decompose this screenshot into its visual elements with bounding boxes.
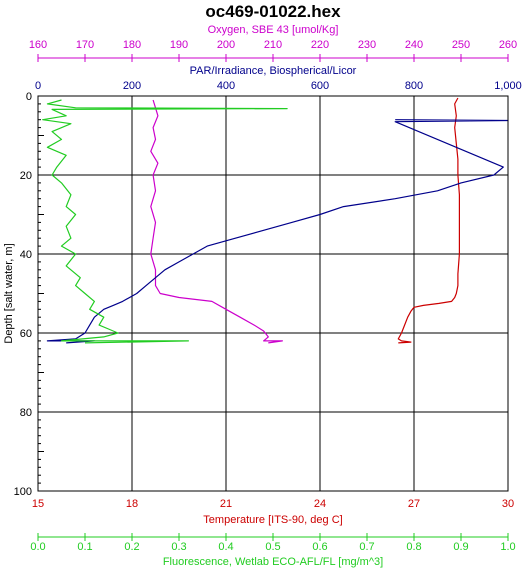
par-series-line xyxy=(46,119,509,344)
temperature-tick-label: 18 xyxy=(126,498,138,510)
y-tick-label: 0 xyxy=(26,91,32,103)
fluorescence-tick-label: 1.0 xyxy=(500,541,515,553)
par-tick-label: 200 xyxy=(123,80,141,92)
temperature-axis-title: Temperature [ITS-90, deg C] xyxy=(203,514,342,526)
oxygen-tick-label: 240 xyxy=(405,39,423,51)
oxygen-tick-label: 260 xyxy=(499,39,517,51)
par-tick-label: 0 xyxy=(35,80,41,92)
temperature-series-line xyxy=(397,97,460,344)
oxygen-tick-label: 220 xyxy=(311,39,329,51)
fluorescence-tick-label: 0.4 xyxy=(218,541,233,553)
par-tick-label: 600 xyxy=(311,80,329,92)
y-axis-title: Depth [salt water, m] xyxy=(3,243,15,343)
fluorescence-axis-title: Fluorescence, Wetlab ECO-AFL/FL [mg/m^3] xyxy=(163,556,383,568)
fluorescence-tick-label: 0.3 xyxy=(171,541,186,553)
fluorescence-series-line xyxy=(42,99,288,344)
oxygen-axis-title: Oxygen, SBE 43 [umol/Kg] xyxy=(208,24,339,36)
oxygen-tick-label: 250 xyxy=(452,39,470,51)
chart-title: oc469-01022.hex xyxy=(205,2,341,21)
plot-border xyxy=(37,95,509,492)
y-tick-label: 20 xyxy=(20,170,32,182)
oxygen-tick-label: 170 xyxy=(76,39,94,51)
fluorescence-tick-label: 0.2 xyxy=(124,541,139,553)
oxygen-tick-label: 180 xyxy=(123,39,141,51)
temperature-tick-label: 30 xyxy=(502,498,514,510)
plot-frame xyxy=(37,95,509,492)
fluorescence-tick-label: 0.1 xyxy=(77,541,92,553)
par-tick-label: 800 xyxy=(405,80,423,92)
fluorescence-tick-label: 0.7 xyxy=(359,541,374,553)
grid-layer xyxy=(37,95,509,492)
fluorescence-tick-label: 0.8 xyxy=(406,541,421,553)
temperature-tick-label: 21 xyxy=(220,498,232,510)
y-tick-label: 100 xyxy=(14,486,32,498)
temperature-tick-label: 24 xyxy=(314,498,326,510)
oxygen-tick-label: 200 xyxy=(217,39,235,51)
oxygen-tick-label: 210 xyxy=(264,39,282,51)
temperature-tick-label: 15 xyxy=(32,498,44,510)
par-tick-label: 1,000 xyxy=(494,80,522,92)
fluorescence-tick-label: 0.9 xyxy=(453,541,468,553)
oxygen-series-line xyxy=(150,99,283,344)
y-tick-label: 80 xyxy=(20,407,32,419)
fluorescence-tick-label: 0.6 xyxy=(312,541,327,553)
y-tick-label: 40 xyxy=(20,249,32,261)
par-tick-label: 400 xyxy=(217,80,235,92)
fluorescence-tick-label: 0.5 xyxy=(265,541,280,553)
oxygen-tick-label: 230 xyxy=(358,39,376,51)
oxygen-tick-label: 190 xyxy=(170,39,188,51)
par-axis-title: PAR/Irradiance, Biospherical/Licor xyxy=(190,65,357,77)
fluorescence-tick-label: 0.0 xyxy=(30,541,45,553)
series-layer xyxy=(42,97,509,344)
oxygen-tick-label: 160 xyxy=(29,39,47,51)
y-tick-label: 60 xyxy=(20,328,32,340)
temperature-tick-label: 27 xyxy=(408,498,420,510)
